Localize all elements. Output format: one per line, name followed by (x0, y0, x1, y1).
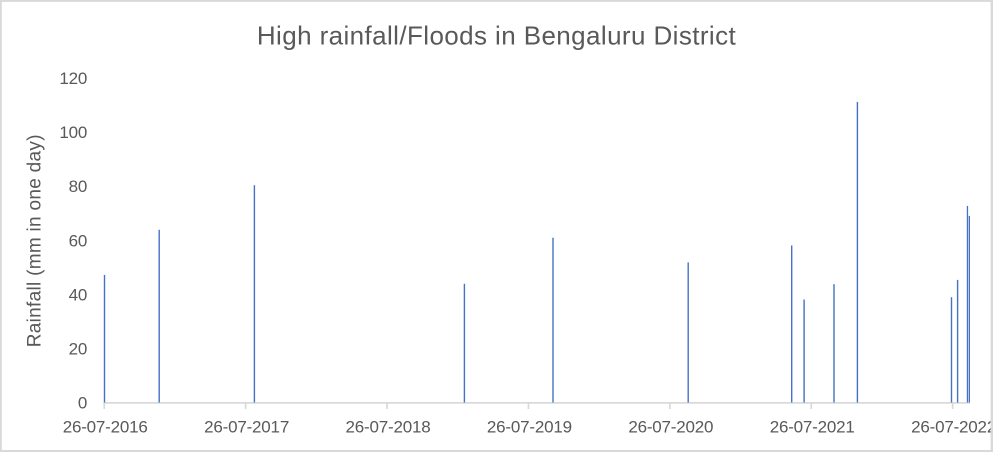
svg-text:120: 120 (59, 69, 87, 88)
svg-text:26-07-2022: 26-07-2022 (911, 418, 993, 437)
svg-text:26-07-2018: 26-07-2018 (346, 418, 431, 437)
svg-text:20: 20 (69, 339, 88, 358)
svg-text:26-07-2020: 26-07-2020 (628, 418, 713, 437)
svg-text:100: 100 (59, 123, 87, 142)
svg-text:40: 40 (69, 285, 88, 304)
svg-text:26-07-2021: 26-07-2021 (770, 418, 855, 437)
svg-text:High rainfall/Floods in Bengal: High rainfall/Floods in Bengaluru Distri… (257, 21, 737, 51)
svg-text:26-07-2017: 26-07-2017 (204, 418, 289, 437)
svg-text:26-07-2016: 26-07-2016 (63, 418, 148, 437)
svg-text:26-07-2019: 26-07-2019 (487, 418, 572, 437)
svg-text:60: 60 (69, 231, 88, 250)
svg-text:Rainfall (mm in one day): Rainfall (mm in one day) (24, 134, 45, 347)
svg-text:80: 80 (69, 177, 88, 196)
svg-text:0: 0 (78, 393, 87, 412)
